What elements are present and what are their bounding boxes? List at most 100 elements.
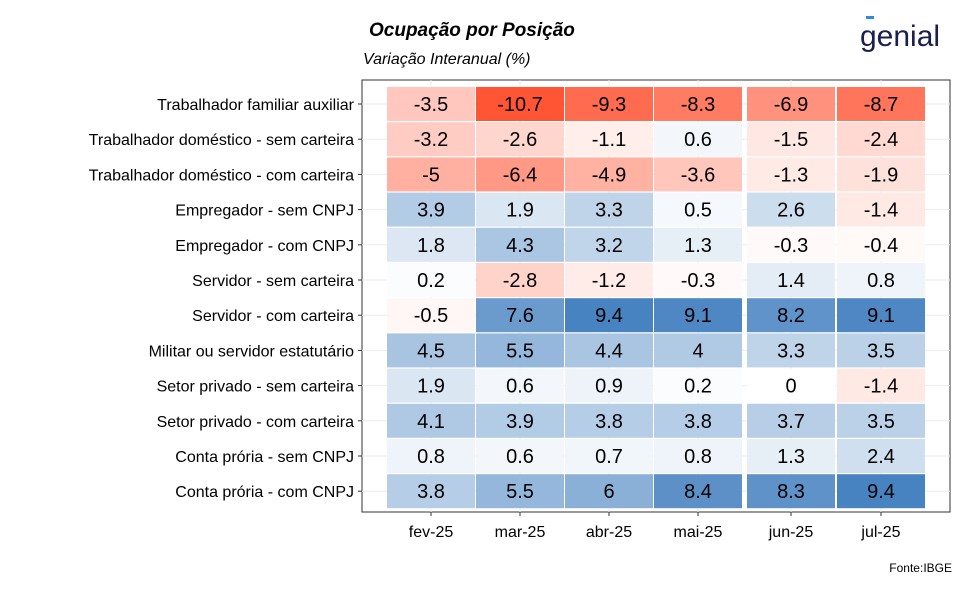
heatmap-cell [565, 263, 653, 297]
cell-value-label: -9.3 [592, 94, 626, 116]
y-tick-label: Trabalhador doméstico - com carteira [89, 167, 354, 184]
cell-value-label: -4.9 [592, 164, 626, 186]
cell-value-label: 1.3 [684, 235, 712, 257]
heatmap-cell [565, 474, 653, 509]
cell-value-label: 0.6 [684, 129, 712, 151]
cell-value-label: 3.2 [595, 235, 623, 257]
heatmap-cell [476, 403, 564, 438]
cell-value-label: 3.3 [595, 200, 623, 222]
heatmap-cell [565, 87, 653, 121]
cell-value-label: 8.2 [777, 305, 805, 327]
cell-value-label: 3.3 [777, 340, 805, 362]
x-tick-label: jun-25 [768, 524, 814, 541]
y-tick-label: Militar ou servidor estatutário [149, 343, 355, 360]
cell-value-label: 3.8 [595, 411, 623, 433]
chart-subtitle: Variação Interanual (%) [363, 51, 531, 68]
cell-value-label: 1.9 [417, 376, 445, 398]
heatmap-cell [565, 157, 653, 192]
y-tick-label: Conta prória - sem CNPJ [175, 449, 354, 466]
heatmap-cell [654, 87, 742, 121]
heatmap-cell [654, 227, 742, 262]
cell-value-label: 0.6 [506, 376, 534, 398]
heatmap-cell [565, 403, 653, 438]
heatmap-cell [747, 333, 835, 368]
cell-value-label: 5.5 [506, 340, 534, 362]
cell-value-label: 7.6 [506, 305, 534, 327]
cell-value-label: 3.8 [684, 411, 712, 433]
heatmap-cell [654, 298, 742, 333]
cell-value-label: 2.6 [777, 200, 805, 222]
heatmap-cell [654, 192, 742, 227]
heatmap-cell [747, 227, 835, 262]
cell-value-label: -1.9 [864, 164, 898, 186]
heatmap-cell [747, 368, 835, 403]
cell-value-label: 0.8 [417, 446, 445, 468]
cell-value-label: 0.2 [417, 270, 445, 292]
heatmap-cell [387, 298, 475, 333]
cell-value-label: 3.7 [777, 411, 805, 433]
cell-value-label: 0.9 [595, 376, 623, 398]
cell-value-label: 3.5 [867, 340, 895, 362]
cell-value-label: -3.2 [414, 129, 448, 151]
heatmap-cell [387, 227, 475, 262]
heatmap-cell [476, 87, 564, 121]
cell-value-label: 0 [785, 376, 796, 398]
heatmap-cell [565, 192, 653, 227]
cell-value-label: 3.5 [867, 411, 895, 433]
cell-value-label: -3.5 [414, 94, 448, 116]
cell-value-label: -0.3 [774, 235, 808, 257]
heatmap-cell [654, 368, 742, 403]
heatmap-cell [387, 157, 475, 192]
cell-value-label: -1.2 [592, 270, 626, 292]
heatmap-cell [837, 403, 925, 438]
heatmap-cell [837, 368, 925, 403]
y-tick-label: Servidor - com carteira [192, 308, 354, 325]
logo-text: genial [860, 20, 940, 53]
cell-value-label: -2.6 [503, 129, 537, 151]
heatmap-cell [837, 122, 925, 157]
heatmap-cell [747, 87, 835, 121]
cell-value-label: 0.8 [684, 446, 712, 468]
cell-value-label: -1.3 [774, 164, 808, 186]
x-tick-label: jul-25 [860, 524, 900, 541]
cell-value-label: 0.8 [867, 270, 895, 292]
cell-value-label: 2.4 [867, 446, 895, 468]
heatmap-cell [837, 263, 925, 297]
cell-value-label: 3.9 [417, 200, 445, 222]
cell-value-label: -5 [422, 164, 440, 186]
cell-value-label: -8.7 [864, 94, 898, 116]
heatmap-cell [476, 157, 564, 192]
cell-value-label: 4 [692, 340, 703, 362]
heatmap-cell [747, 474, 835, 509]
y-tick-label: Setor privado - com carteira [157, 414, 355, 431]
heatmap-cell [476, 368, 564, 403]
heatmap-cell [565, 333, 653, 368]
cell-value-label: 1.3 [777, 446, 805, 468]
y-tick-label: Trabalhador familiar auxiliar [157, 97, 354, 114]
y-tick-label: Trabalhador doméstico - sem carteira [89, 132, 354, 149]
heatmap-cell [654, 333, 742, 368]
x-tick-label: abr-25 [586, 524, 632, 541]
heatmap-cell [837, 439, 925, 473]
heatmap-cell [565, 368, 653, 403]
cell-value-label: -6.4 [503, 164, 537, 186]
heatmap-cell [476, 122, 564, 157]
cell-value-label: -1.4 [864, 200, 898, 222]
cell-value-label: 4.4 [595, 340, 623, 362]
heatmap-cell [654, 122, 742, 157]
cell-value-label: 3.8 [417, 481, 445, 503]
cell-value-label: -2.4 [864, 129, 898, 151]
cell-value-label: 9.4 [595, 305, 623, 327]
heatmap-cell [565, 122, 653, 157]
cell-value-label: 9.1 [867, 305, 895, 327]
heatmap-cell [747, 439, 835, 473]
cell-value-label: -1.1 [592, 129, 626, 151]
heatmap-cell [565, 439, 653, 473]
heatmap-cell [476, 192, 564, 227]
cell-value-label: 4.3 [506, 235, 534, 257]
cell-value-label: 6 [603, 481, 614, 503]
heatmap-cell [387, 368, 475, 403]
heatmap-cell [476, 333, 564, 368]
heatmap-cell [837, 298, 925, 333]
